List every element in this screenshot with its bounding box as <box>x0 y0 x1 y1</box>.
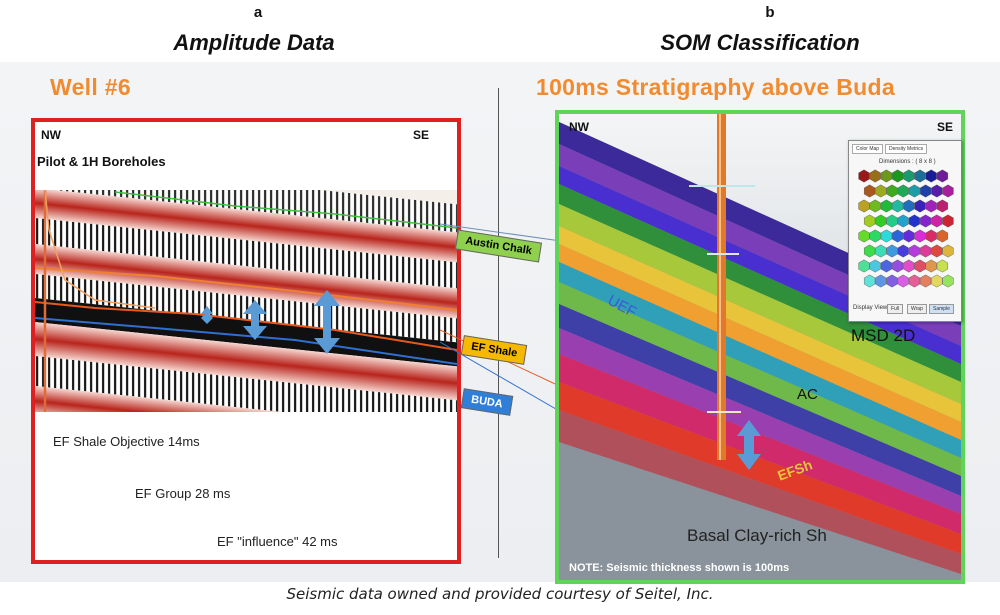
thickness-note: NOTE: Seismic thickness shown is 100ms <box>569 562 790 574</box>
stratigraphy-heading: 100ms Stratigraphy above Buda <box>536 74 895 100</box>
som-hex-cell <box>908 274 920 288</box>
som-colormap-inset: Color Map Density Metrics Dimensions : (… <box>848 140 962 322</box>
som-hex-cell <box>863 274 876 288</box>
panel-a-title: Amplitude Data <box>173 30 335 55</box>
som-hex-cell <box>892 169 904 183</box>
som-hex-cell <box>880 259 892 273</box>
som-hex-cell <box>858 259 870 273</box>
som-hex-cell <box>886 244 898 258</box>
som-hex-cell <box>942 274 954 288</box>
som-hex-cell <box>858 199 870 213</box>
som-hex-cell <box>936 169 949 183</box>
panel-divider <box>498 88 499 558</box>
density-metrics-tab[interactable]: Density Metrics <box>885 144 928 154</box>
som-hex-cell <box>892 229 904 243</box>
panel-b-title: SOM Classification <box>660 30 860 55</box>
som-hex-cell <box>931 214 943 228</box>
amplitude-seismic-section <box>35 190 457 412</box>
sample-button[interactable]: Sample <box>929 304 954 314</box>
som-hex-cell <box>886 214 898 228</box>
well-heading: Well #6 <box>50 74 131 100</box>
ef-shale-objective-note: EF Shale Objective 14ms <box>53 434 200 449</box>
som-hex-cell <box>925 259 937 273</box>
som-hex-cell <box>897 214 909 228</box>
se-label: SE <box>413 128 430 142</box>
som-hex-cell <box>869 169 881 183</box>
display-view-label: Display View <box>853 305 888 311</box>
som-hex-cell <box>869 259 881 273</box>
basal-clay-label: Basal Clay-rich Sh <box>687 526 827 545</box>
som-hex-cell <box>920 184 932 198</box>
som-hex-cell <box>880 199 892 213</box>
som-hex-cell <box>936 229 949 243</box>
som-hex-cell <box>914 259 926 273</box>
som-hex-cell <box>897 274 909 288</box>
som-hex-cell <box>903 169 915 183</box>
som-hex-cell <box>908 214 920 228</box>
color-map-tab[interactable]: Color Map <box>852 144 884 154</box>
som-hex-cell <box>942 184 954 198</box>
right-nw-label: NW <box>569 120 589 134</box>
panel-b-letter: b <box>765 4 775 21</box>
som-hex-cell <box>903 229 915 243</box>
som-hex-cell <box>914 199 926 213</box>
som-hex-cell <box>875 214 887 228</box>
som-hex-cell <box>908 184 920 198</box>
som-hex-cell <box>886 274 898 288</box>
som-hex-cell <box>880 169 892 183</box>
som-hex-cell <box>869 229 881 243</box>
som-hex-cell <box>914 169 926 183</box>
som-hex-cell <box>875 244 887 258</box>
som-hex-cell <box>858 229 870 243</box>
som-hex-cell <box>942 244 954 258</box>
som-hex-cell <box>908 244 920 258</box>
som-hex-cell <box>897 184 909 198</box>
som-hex-cell <box>931 244 943 258</box>
figure-caption: Seismic data owned and provided courtesy… <box>286 585 714 603</box>
som-hex-cell <box>920 274 932 288</box>
som-hex-cell <box>863 214 876 228</box>
som-hex-cell <box>925 169 937 183</box>
som-hex-cell <box>869 199 881 213</box>
dimensions-label: Dimensions : ( 8 x 8 ) <box>879 159 936 165</box>
ef-influence-note: EF "influence" 42 ms <box>217 534 338 549</box>
thickness-arrows <box>201 290 340 354</box>
som-hex-cell <box>903 199 915 213</box>
som-hex-cell <box>936 199 949 213</box>
som-hex-grid <box>858 169 954 288</box>
nw-label: NW <box>41 128 61 142</box>
som-hex-cell <box>920 244 932 258</box>
som-hex-cell <box>920 214 932 228</box>
ef-group-note: EF Group 28 ms <box>135 486 231 501</box>
som-hex-cell <box>863 184 876 198</box>
som-hex-cell <box>892 199 904 213</box>
right-se-label: SE <box>937 120 954 134</box>
som-hex-cell <box>925 199 937 213</box>
som-hex-cell <box>880 229 892 243</box>
som-hex-cell <box>858 169 870 183</box>
som-hex-cell <box>897 244 909 258</box>
amplitude-panel: NW SE Pilot & 1H Boreholes <box>31 118 461 564</box>
som-hex-cell <box>942 214 954 228</box>
som-hex-cell <box>931 184 943 198</box>
som-hex-cell <box>903 259 915 273</box>
som-hex-cell <box>875 274 887 288</box>
som-hex-cell <box>931 274 943 288</box>
panel-a-letter: a <box>253 4 263 21</box>
full-button[interactable]: Full <box>887 304 904 314</box>
som-hex-cell <box>886 184 898 198</box>
horizon-connectors <box>440 223 569 417</box>
boreholes-label: Pilot & 1H Boreholes <box>37 154 166 169</box>
som-hex-cell <box>936 259 949 273</box>
som-hex-cell <box>925 229 937 243</box>
som-hex-cell <box>914 229 926 243</box>
som-hex-cell <box>863 244 876 258</box>
som-hex-cell <box>875 184 887 198</box>
msd-2d-label: MSD 2D <box>851 326 916 345</box>
wrap-button[interactable]: Wrap <box>907 304 927 314</box>
ac-label: AC <box>797 386 818 403</box>
som-hex-cell <box>892 259 904 273</box>
